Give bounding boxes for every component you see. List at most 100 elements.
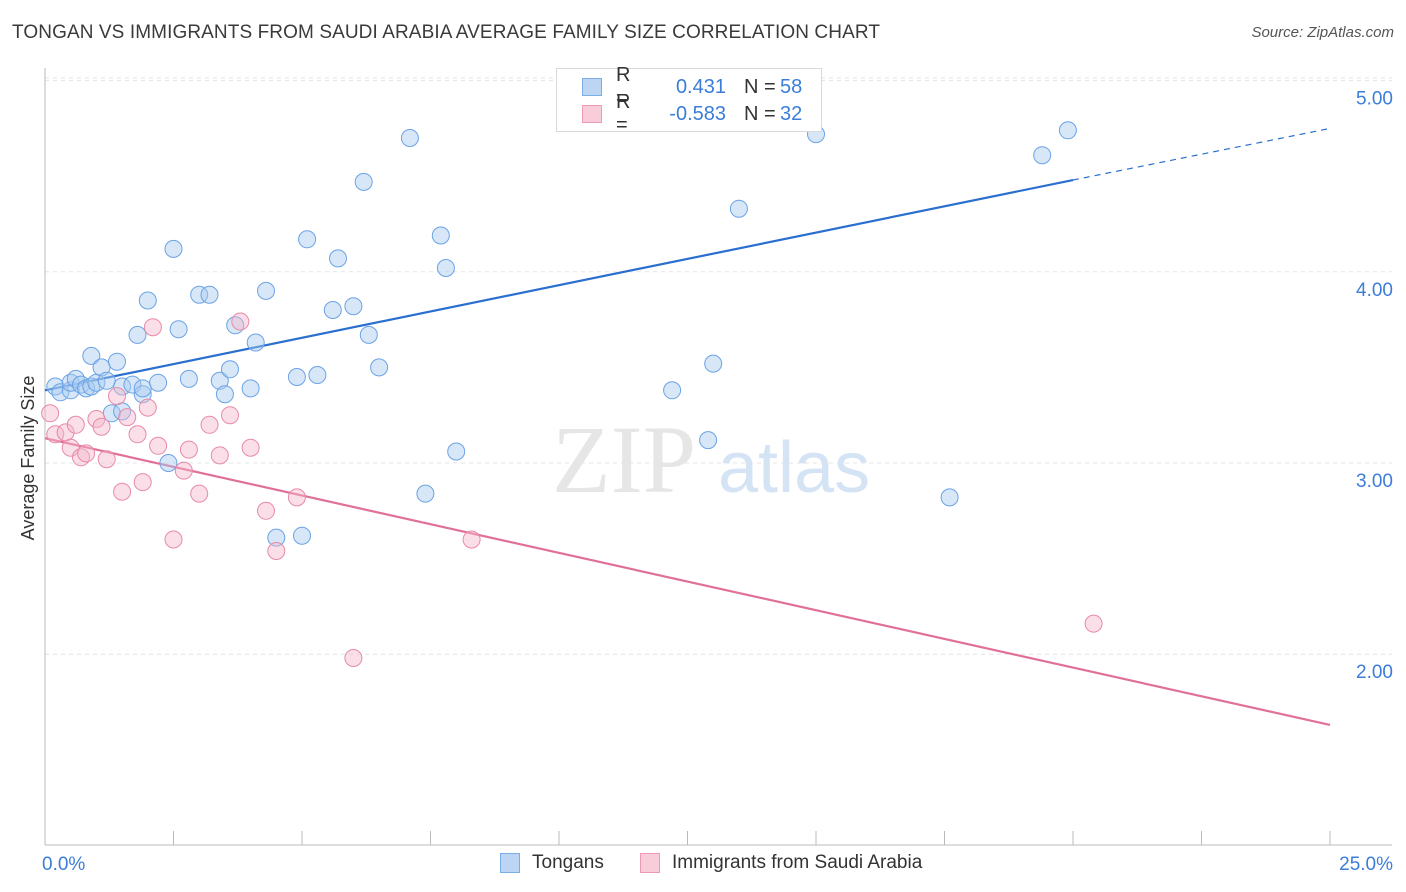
saudi-point	[231, 312, 250, 331]
saudi-point	[257, 501, 275, 520]
legend-r-value: -0.583	[669, 102, 726, 125]
bottom-legend-tongans: Tongans	[500, 852, 604, 874]
tongans-trend-line	[44, 178, 1074, 392]
tongans-point	[293, 526, 311, 545]
tongans-point	[323, 301, 342, 319]
bottom-legend-swatch-saudi	[640, 853, 660, 873]
tongans-point	[729, 199, 748, 218]
saudi-point	[190, 484, 209, 503]
watermark-atlas: atlas	[718, 428, 870, 508]
saudi-point	[97, 450, 116, 469]
tongans-point	[246, 333, 265, 352]
tongans-point	[308, 366, 327, 384]
chart-title: TONGAN VS IMMIGRANTS FROM SAUDI ARABIA A…	[12, 22, 881, 43]
saudi-point	[66, 415, 85, 434]
tongans-point	[257, 281, 275, 300]
saudi-point	[92, 417, 111, 436]
tongans-point	[46, 377, 65, 396]
tongans-point	[133, 385, 152, 404]
tongans-point	[1033, 146, 1052, 165]
source-credit: Source: ZipAtlas.com	[1251, 24, 1394, 41]
tongans-point	[431, 226, 450, 245]
legend-swatch-saudi	[582, 105, 602, 123]
saudi-point	[179, 440, 198, 459]
legend-n-value: 32	[780, 102, 803, 125]
tongans-point	[298, 230, 317, 249]
tongans-point	[133, 379, 152, 398]
saudi-point	[133, 473, 152, 492]
tongans-point	[354, 172, 373, 191]
trend-lines	[44, 127, 1331, 727]
tongans-point	[221, 360, 239, 379]
saudi-point	[267, 542, 286, 560]
saudi-point	[164, 530, 183, 549]
bottom-legend-swatch-tongans	[500, 853, 520, 873]
legend-row-tongans: R = 0.431 N = 58	[557, 64, 821, 109]
saudi-point	[138, 398, 157, 417]
y-axis-label: Average Family Size	[18, 376, 38, 541]
saudi-point	[118, 408, 137, 427]
saudi-point	[241, 438, 260, 457]
axes	[44, 68, 1392, 846]
legend-n-label: N =	[744, 102, 776, 125]
tongans-point	[190, 285, 209, 304]
tongans-point	[940, 488, 959, 507]
tongans-point	[416, 484, 435, 503]
data-points	[41, 121, 1103, 667]
tongans-point	[97, 371, 116, 390]
y-tick-label: 2.00	[1356, 662, 1393, 683]
saudi-point	[344, 649, 363, 667]
saudi-point	[41, 404, 60, 423]
saudi-point	[143, 318, 162, 337]
tongans-point	[149, 373, 168, 392]
legend-r-label: R =	[616, 91, 631, 136]
tongans-point	[400, 129, 419, 147]
bottom-legend-label-tongans: Tongans	[532, 852, 604, 873]
tongans-point	[663, 381, 682, 400]
tongans-point	[436, 259, 455, 277]
x-tick-label-max: 25.0%	[1339, 854, 1393, 875]
tongans-point	[128, 325, 147, 344]
legend-r-label: R =	[616, 64, 631, 109]
tongans-point	[169, 320, 188, 339]
tongans-point	[241, 379, 260, 398]
watermark: ZIP atlas	[552, 406, 870, 513]
tongans-point	[447, 442, 466, 461]
saudi-point	[200, 415, 219, 434]
tongans-trend-extension	[1072, 127, 1331, 181]
y-tick-label: 3.00	[1356, 471, 1393, 492]
legend-swatch-tongans	[582, 78, 602, 96]
watermark-zip: ZIP	[552, 406, 696, 513]
tongans-point	[287, 368, 306, 386]
tongans-point	[704, 354, 723, 373]
saudi-point	[1084, 614, 1103, 633]
saudi-point	[287, 488, 306, 507]
tongans-point	[92, 358, 111, 377]
saudi-point	[149, 436, 168, 455]
legend-row-saudi: R = -0.583 N = 32	[557, 91, 821, 136]
tongans-point	[82, 346, 101, 365]
tongans-point	[61, 381, 80, 400]
tongans-point	[344, 297, 363, 316]
tongans-point	[1058, 121, 1077, 140]
legend-n-value: 58	[780, 75, 803, 98]
saudi-point	[221, 406, 239, 425]
bottom-legend-label-saudi: Immigrants from Saudi Arabia	[672, 852, 923, 873]
saudi-trend-line	[44, 437, 1331, 727]
saudi-point	[174, 461, 193, 480]
tongans-point	[200, 285, 219, 304]
tongans-point	[108, 352, 126, 371]
saudi-point	[462, 530, 481, 549]
y-tick-label: 5.00	[1356, 89, 1393, 110]
y-tick-label: 4.00	[1356, 280, 1393, 301]
tongans-point	[164, 239, 183, 258]
bottom-legend-saudi: Immigrants from Saudi Arabia	[640, 852, 922, 874]
tongans-point	[329, 249, 347, 268]
legend-r-value: 0.431	[675, 75, 726, 98]
saudi-point	[108, 387, 126, 406]
x-tick-label-min: 0.0%	[42, 854, 85, 875]
saudi-point	[128, 425, 147, 444]
tongans-point	[267, 528, 286, 547]
tongans-point	[210, 371, 229, 390]
tongans-point	[370, 358, 389, 377]
